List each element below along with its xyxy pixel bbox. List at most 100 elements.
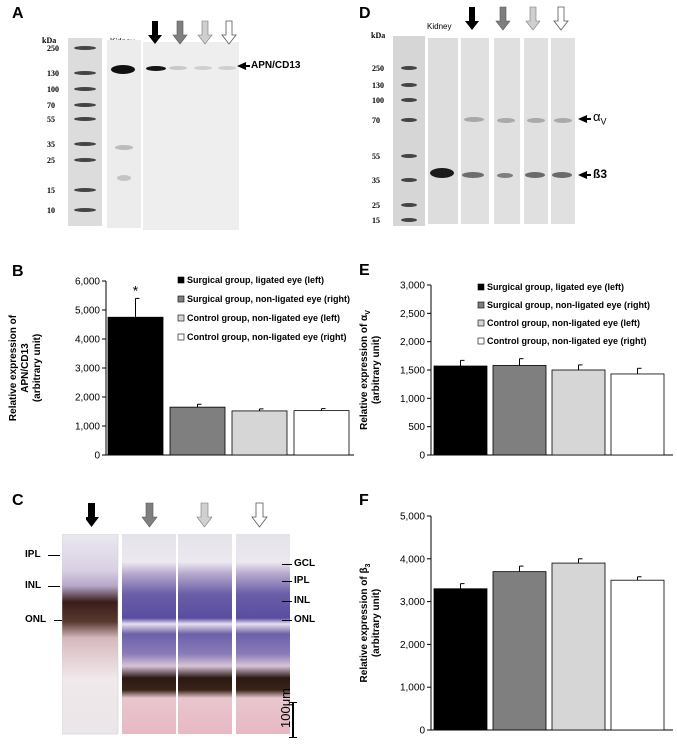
legend-swatch (177, 276, 185, 284)
y-axis-label-subscript: 3 (365, 563, 372, 567)
chart-e: 0 500 1,000 1,500 2,000 2,500 3,000 Relative ex… (359, 281, 673, 462)
hist-left-label-ipl: IPL (25, 549, 41, 560)
ladder-band (74, 103, 96, 107)
bar (433, 365, 488, 456)
sample-band-a-4 (218, 66, 236, 70)
beta-band-1 (462, 172, 484, 178)
kidney-faint-band-a (115, 145, 133, 150)
ladder-label-25: 25 (372, 201, 380, 210)
alpha-band-1 (464, 117, 484, 122)
ladder-band (74, 208, 96, 212)
y-axis-label-line: Relative expression of (8, 314, 19, 421)
ladder-band (401, 118, 417, 122)
tick-line (54, 620, 62, 621)
ladder-label-55: 55 (372, 152, 380, 161)
y-tick-label: 6,000 (75, 277, 100, 288)
bar (492, 365, 547, 456)
hist-left-label-inl: INL (25, 580, 42, 591)
scale-bar-cap (289, 702, 297, 703)
ladder-label-130: 130 (47, 69, 59, 78)
panel-letter-f: F (359, 492, 369, 509)
ladder-band (401, 98, 417, 102)
legend-swatch (177, 333, 185, 341)
sample-lane-d-3 (524, 38, 548, 224)
bar (231, 410, 288, 456)
y-tick-label: 1,500 (400, 366, 425, 377)
arrow-left-icon (578, 171, 591, 179)
alpha-symbol: α (593, 109, 601, 124)
ladder-band (74, 142, 96, 146)
light-gray-arrow-icon (196, 502, 213, 528)
kidney-band-a (111, 65, 135, 74)
tick-line (282, 564, 292, 565)
light-gray-arrow-icon (525, 6, 541, 31)
ladder-band (401, 83, 417, 87)
y-tick-label: 1,000 (400, 394, 425, 405)
beta-band-3 (525, 172, 545, 178)
ladder-label-70: 70 (47, 101, 55, 110)
scale-bar-cap (289, 737, 297, 738)
ladder-label-15: 15 (372, 216, 380, 225)
white-arrow-icon (251, 502, 268, 528)
ladder-label-250: 250 (47, 44, 59, 53)
dark-gray-arrow-icon (172, 20, 188, 45)
sample-band-a-2 (169, 66, 187, 70)
legend-entry: Control group, non-ligated eye (right) (487, 336, 647, 346)
kda-label-a: kDa (42, 36, 57, 45)
panel-letter-d: D (359, 5, 371, 22)
legend-swatch (477, 301, 485, 309)
ladder-label-15: 15 (47, 186, 55, 195)
beta3-label: ß3 (593, 167, 608, 181)
y-axis-label-line: (arbitrary unit) (32, 334, 43, 402)
lane-arrows-c (86, 502, 268, 528)
y-axis-label: Relative expression of β3(arbitrary unit… (359, 563, 382, 682)
y-tick-label: 3,000 (75, 364, 100, 375)
y-tick-label: 1,000 (400, 683, 425, 694)
y-tick-label: 3,000 (400, 281, 425, 292)
legend-entry: Control group, non-ligated eye (left) (187, 313, 340, 323)
tick-line (48, 555, 60, 556)
ladder-label-100: 100 (372, 96, 384, 105)
bar (610, 579, 665, 731)
kidney-faint-band-a-2 (117, 175, 131, 181)
hist-right-label-gcl: GCL (294, 558, 316, 569)
ladder-band (401, 178, 417, 182)
ladder-band (401, 154, 417, 158)
scale-bar-label: 100μm (278, 687, 293, 728)
arrow-left-icon (578, 115, 591, 123)
legend-swatch (477, 337, 485, 345)
legend-entry: Surgical group, non-ligated eye (right) (487, 300, 650, 310)
alpha-subscript: V (600, 116, 607, 127)
white-arrow-icon (221, 20, 237, 45)
ladder-label-250: 250 (372, 64, 384, 73)
hist-right-label-inl: INL (294, 595, 311, 606)
apn-cd13-label: APN/CD13 (251, 60, 301, 71)
bar (492, 571, 547, 731)
panel-letter-a: A (12, 5, 24, 22)
y-tick-label: 3,000 (400, 597, 425, 608)
ladder-band (74, 188, 96, 192)
y-tick-label: 2,500 (400, 309, 425, 320)
ladder-lane-d (393, 36, 425, 226)
legend-swatch (477, 319, 485, 327)
legend-entry: Surgical group, non-ligated eye (right) (187, 294, 350, 304)
ladder-band (74, 87, 96, 91)
ladder-label-55: 55 (47, 115, 55, 124)
y-tick-label: 2,000 (400, 640, 425, 651)
legend-entry: Surgical group, ligated eye (left) (187, 275, 324, 285)
legend-entry: Control group, non-ligated eye (right) (187, 332, 347, 342)
sample-band-a-1 (146, 66, 166, 71)
black-arrow-icon (148, 21, 162, 44)
legend-entry: Control group, non-ligated eye (left) (487, 318, 640, 328)
ladder-band (74, 158, 96, 162)
y-axis-label: Relative expression of αV(arbitrary unit… (359, 310, 382, 430)
tick-line (282, 620, 292, 621)
bar (107, 316, 164, 456)
ladder-band (74, 71, 96, 75)
legend-swatch (177, 314, 185, 322)
sample-lane-d-2 (494, 38, 520, 224)
ladder-label-35: 35 (372, 176, 380, 185)
bar (293, 410, 350, 456)
bar-annotation: * (133, 282, 139, 298)
histology-nonligated (122, 534, 176, 734)
